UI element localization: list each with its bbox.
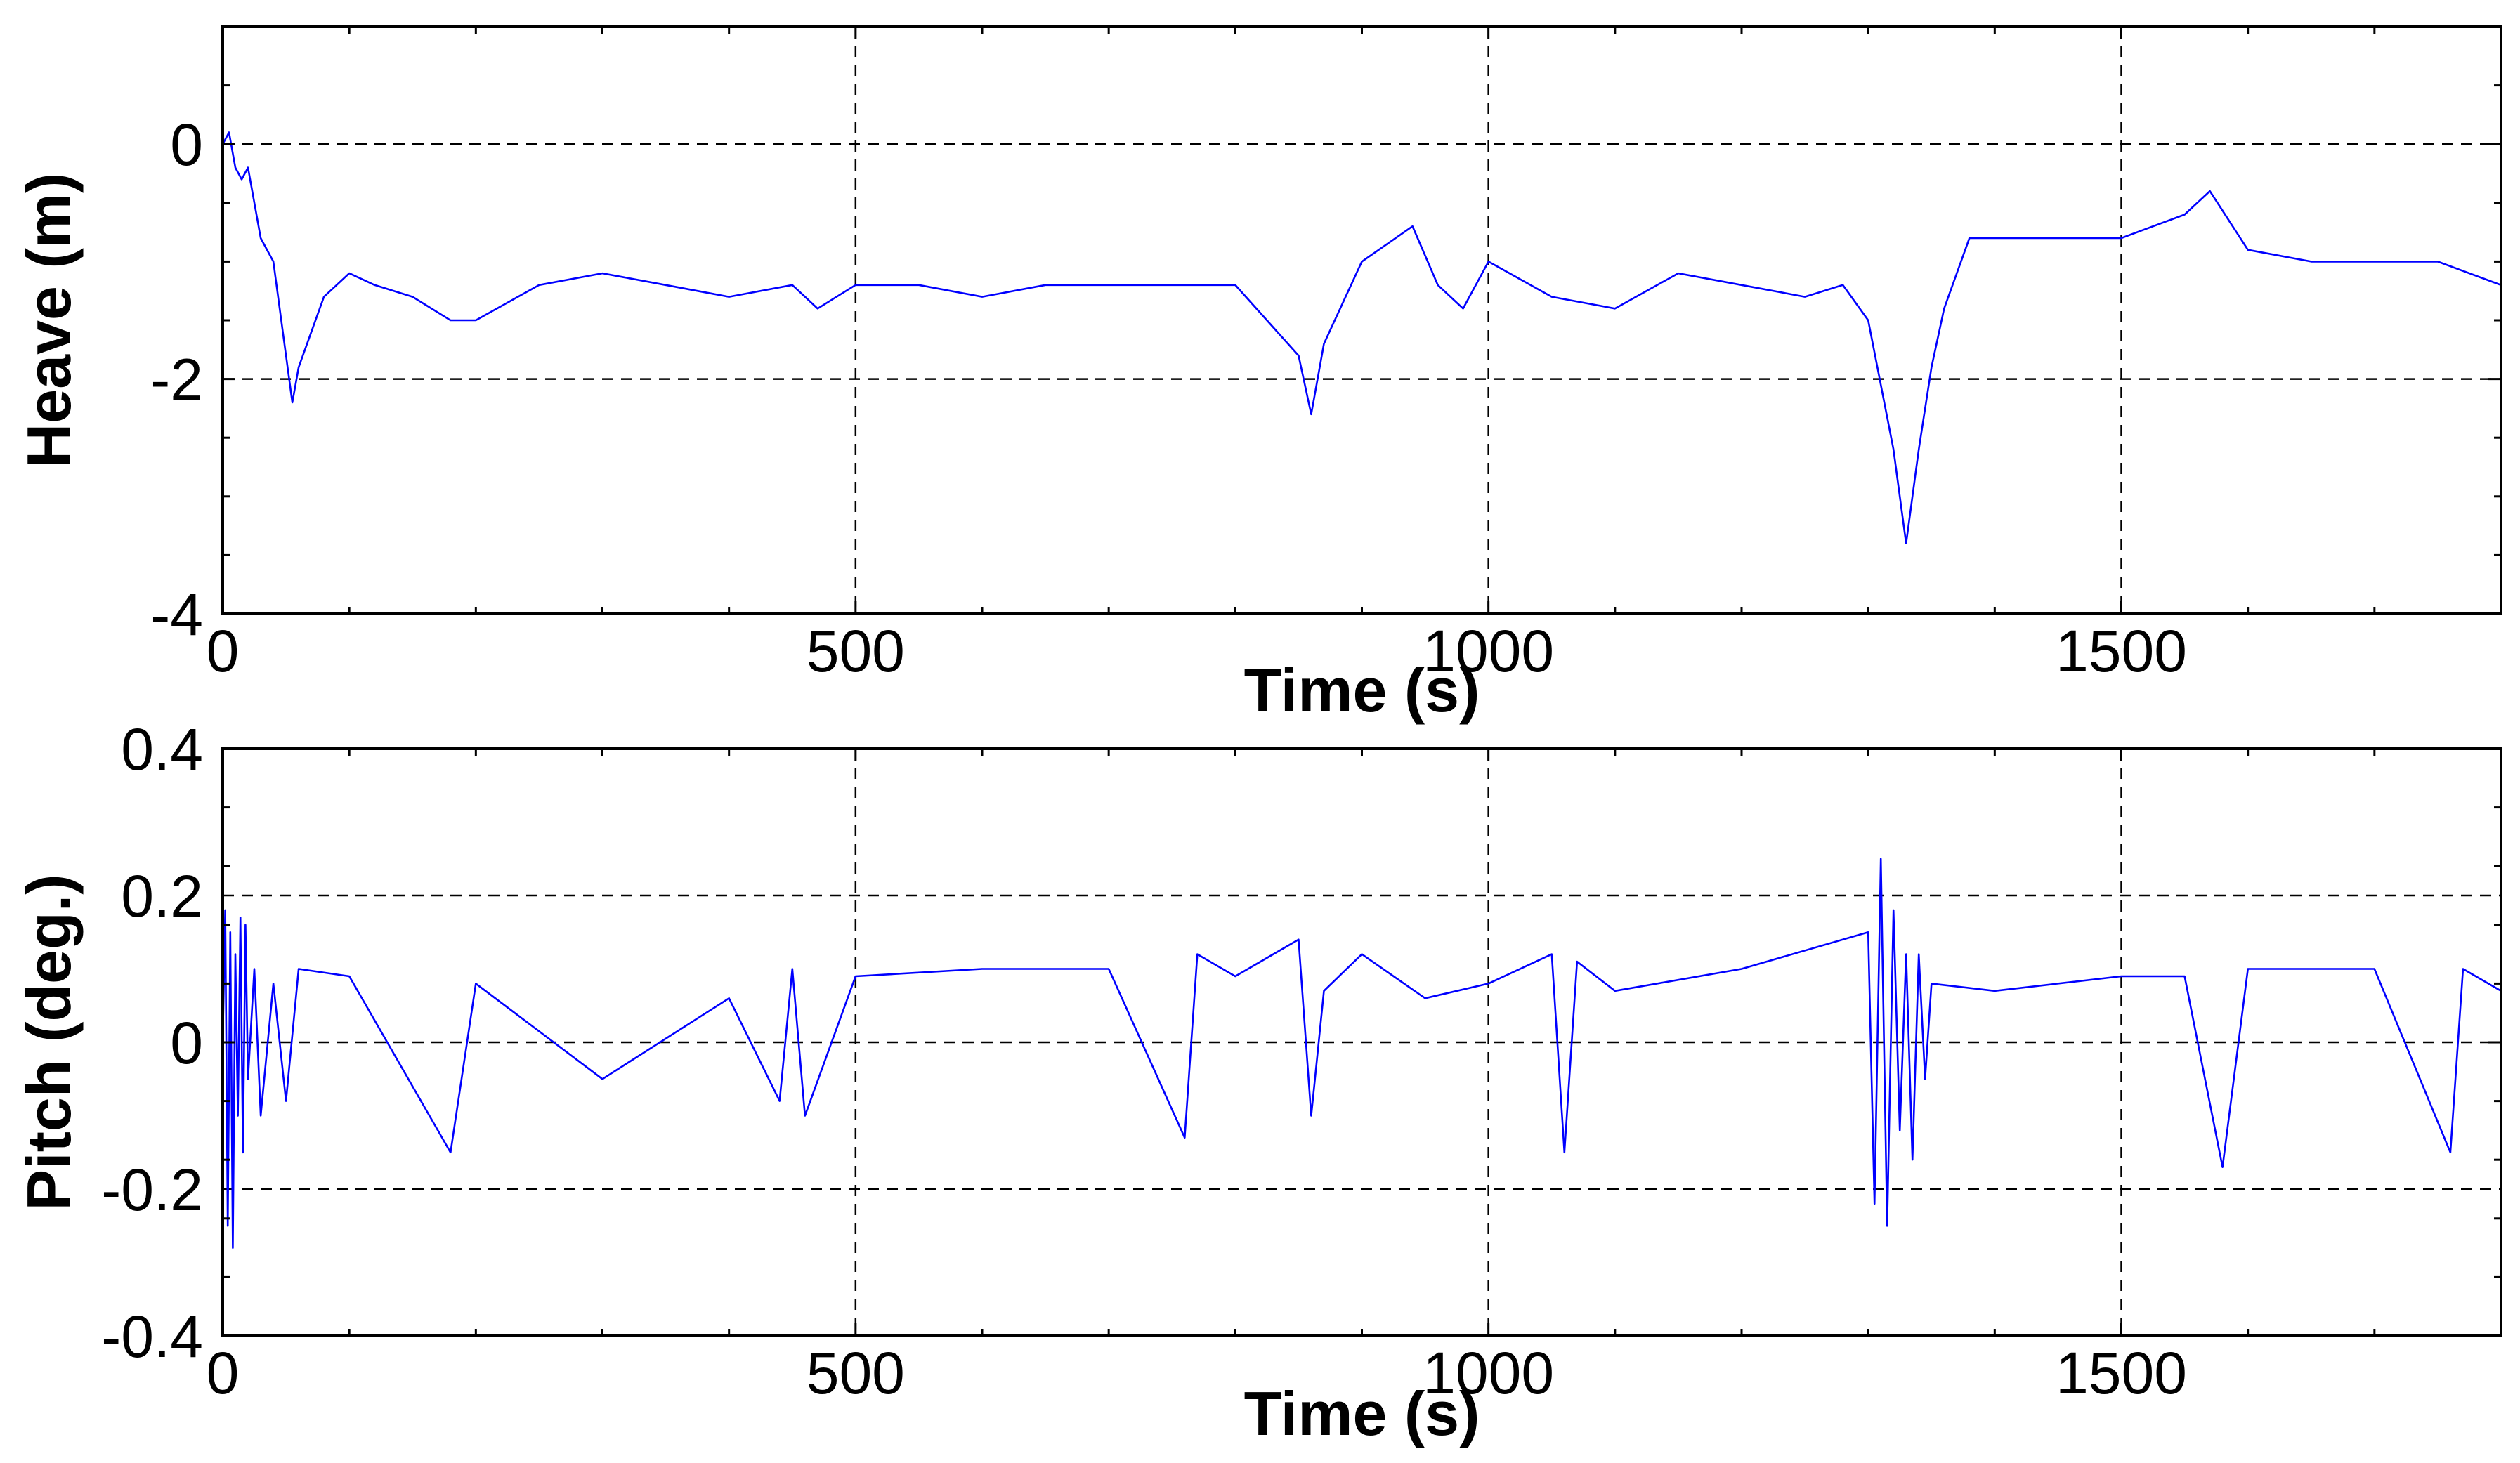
heave-y-axis-label: Heave (m) [14, 173, 84, 468]
heave-series [221, 131, 2502, 545]
heave-plot-frame [221, 25, 2502, 615]
heave-y-tick-label: -4 [150, 582, 203, 648]
heave-ticks [221, 25, 2502, 615]
pitch-x-tick-label: 1500 [2056, 1340, 2187, 1406]
pitch-grid [223, 749, 2501, 1336]
pitch-y-tick-label: 0 [170, 1010, 203, 1076]
heave-tick-labels: 0 500 1000 1500 -4 -2 0 [150, 112, 2187, 684]
pitch-x-axis-label: Time (s) [1244, 1379, 1480, 1448]
heave-grid [223, 27, 2501, 614]
pitch-y-tick-label: -0.4 [101, 1304, 203, 1370]
pitch-y-tick-label: 0.4 [121, 716, 203, 782]
pitch-series-line [221, 858, 2502, 1249]
pitch-plot: 0 500 1000 1500 -0.4 -0.2 0 0.2 0.4 Time (s) Pit… [14, 716, 2502, 1448]
pitch-x-tick-label: 500 [807, 1340, 905, 1406]
pitch-tick-labels: 0 500 1000 1500 -0.4 -0.2 0 0.2 0.4 [101, 716, 2187, 1406]
heave-x-tick-label: 1000 [1423, 618, 1554, 684]
heave-x-tick-label: 500 [807, 618, 905, 684]
pitch-y-axis-label: Pitch (deg.) [14, 874, 84, 1210]
heave-x-axis-label: Time (s) [1244, 655, 1480, 725]
heave-x-tick-label: 0 [207, 618, 240, 684]
pitch-series [221, 858, 2502, 1249]
heave-y-tick-label: -2 [150, 347, 203, 413]
pitch-ticks [221, 747, 2502, 1337]
pitch-y-tick-label: 0.2 [121, 863, 203, 929]
heave-x-tick-label: 1500 [2056, 618, 2187, 684]
pitch-y-tick-label: -0.2 [101, 1157, 203, 1223]
pitch-x-tick-label: 1000 [1423, 1340, 1554, 1406]
heave-plot: 0 500 1000 1500 -4 -2 0 Time (s) Heave (m) [14, 25, 2502, 725]
heave-y-tick-label: 0 [170, 112, 203, 178]
heave-series-line [221, 131, 2502, 545]
pitch-x-tick-label: 0 [207, 1340, 240, 1406]
